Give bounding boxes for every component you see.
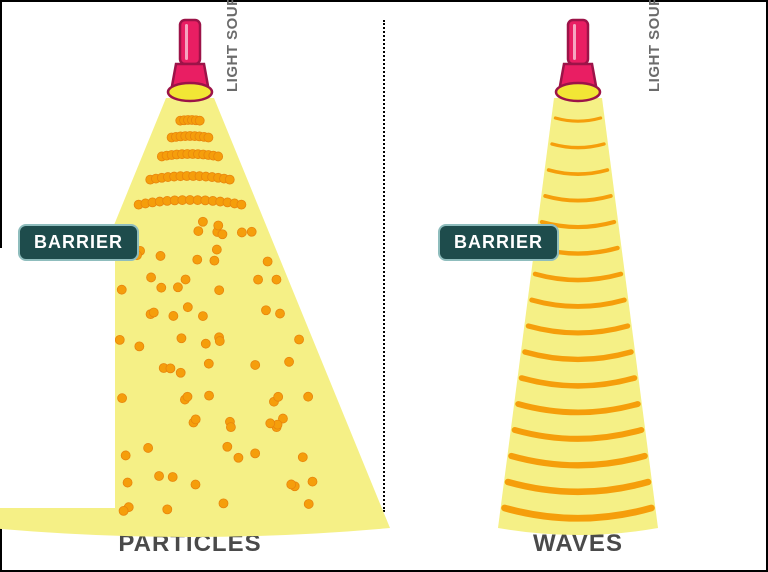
waves-beam [458, 98, 698, 538]
barrier-badge-left: BARRIER [18, 224, 139, 261]
barrier-badge-right: BARRIER [438, 224, 559, 261]
panel-particles: LIGHT SOURCE BARRIER PARTICLES [0, 0, 380, 572]
light-source-label-left: LIGHT SOURCE [224, 0, 241, 92]
panel-waves: LIGHT SOURCE BARRIER WAVES [388, 0, 768, 572]
light-source-label-right: LIGHT SOURCE [646, 0, 663, 92]
flashlight-right [550, 18, 606, 123]
barrier-cut-left [0, 248, 115, 508]
flashlight-left [162, 18, 218, 123]
